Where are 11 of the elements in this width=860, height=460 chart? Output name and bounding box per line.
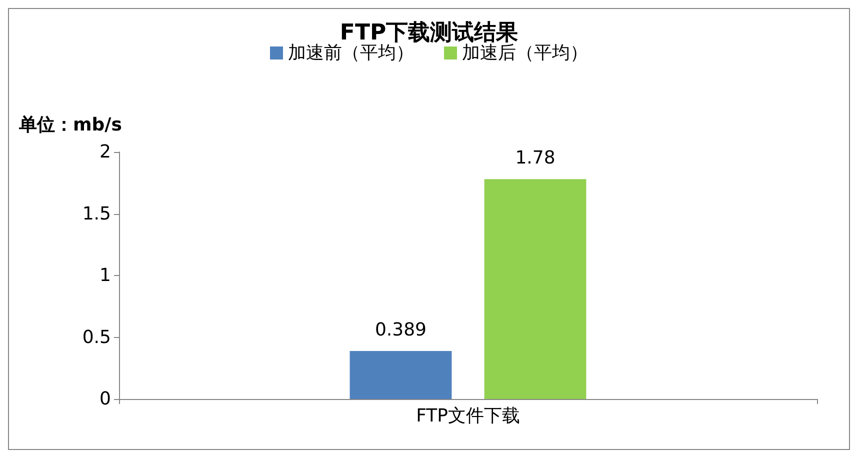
y-tick-label: 1 — [100, 265, 111, 286]
y-tick-label: 0 — [100, 388, 111, 410]
y-tick-label: 2 — [100, 142, 111, 162]
legend-label: 加速后（平均） — [462, 42, 588, 64]
y-tick-label: 1.5 — [82, 203, 111, 224]
y-axis-title: 单位：mb/s — [18, 114, 122, 136]
x-tick-label: FTP文件下载 — [416, 406, 520, 426]
y-tick-label: 0.5 — [82, 326, 111, 348]
legend-label: 加速前（平均） — [288, 42, 414, 64]
data-label: 1.78 — [515, 148, 556, 169]
data-label: 0.389 — [374, 319, 427, 340]
